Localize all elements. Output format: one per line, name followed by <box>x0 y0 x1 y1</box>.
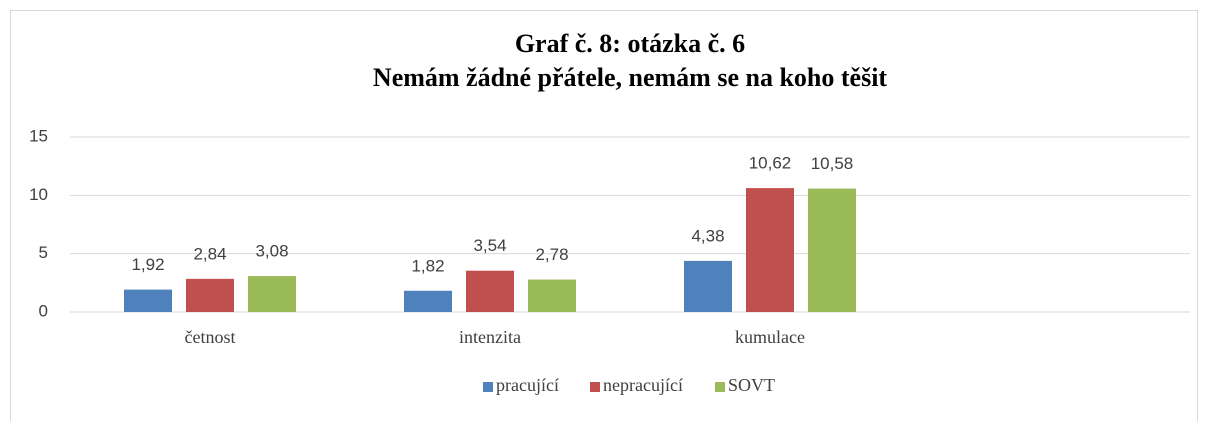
y-tick-label: 10 <box>29 185 48 204</box>
legend-label: pracující <box>496 375 559 395</box>
y-tick-label: 5 <box>39 243 48 262</box>
y-tick-label: 0 <box>39 301 48 320</box>
legend-label: SOVT <box>728 375 775 395</box>
bar <box>186 278 234 312</box>
legend-swatch <box>590 382 600 392</box>
y-tick-label: 15 <box>29 126 48 145</box>
bar <box>466 270 514 312</box>
data-label: 4,38 <box>691 226 724 245</box>
data-label: 2,84 <box>193 244 226 263</box>
bar <box>248 276 296 312</box>
chart-title: Graf č. 8: otázka č. 6 <box>515 29 745 58</box>
legend-swatch <box>483 382 493 392</box>
bar <box>746 188 794 312</box>
chart-border <box>10 10 1198 421</box>
data-label: 3,08 <box>255 242 288 261</box>
x-tick-label: kumulace <box>735 327 805 347</box>
data-label: 1,92 <box>131 255 164 274</box>
data-label: 10,58 <box>811 154 854 173</box>
data-label: 3,54 <box>473 236 506 255</box>
chart-title: Nemám žádné přátele, nemám se na koho tě… <box>373 63 887 92</box>
legend-swatch <box>715 382 725 392</box>
data-label: 2,78 <box>535 245 568 264</box>
bar <box>528 279 576 312</box>
x-tick-label: četnost <box>185 327 236 347</box>
bar <box>404 290 452 312</box>
data-label: 1,82 <box>411 256 444 275</box>
bar <box>684 260 732 312</box>
bar <box>808 188 856 312</box>
data-label: 10,62 <box>749 154 792 173</box>
legend-label: nepracující <box>603 375 683 395</box>
x-tick-label: intenzita <box>459 327 521 347</box>
bar <box>124 289 172 312</box>
